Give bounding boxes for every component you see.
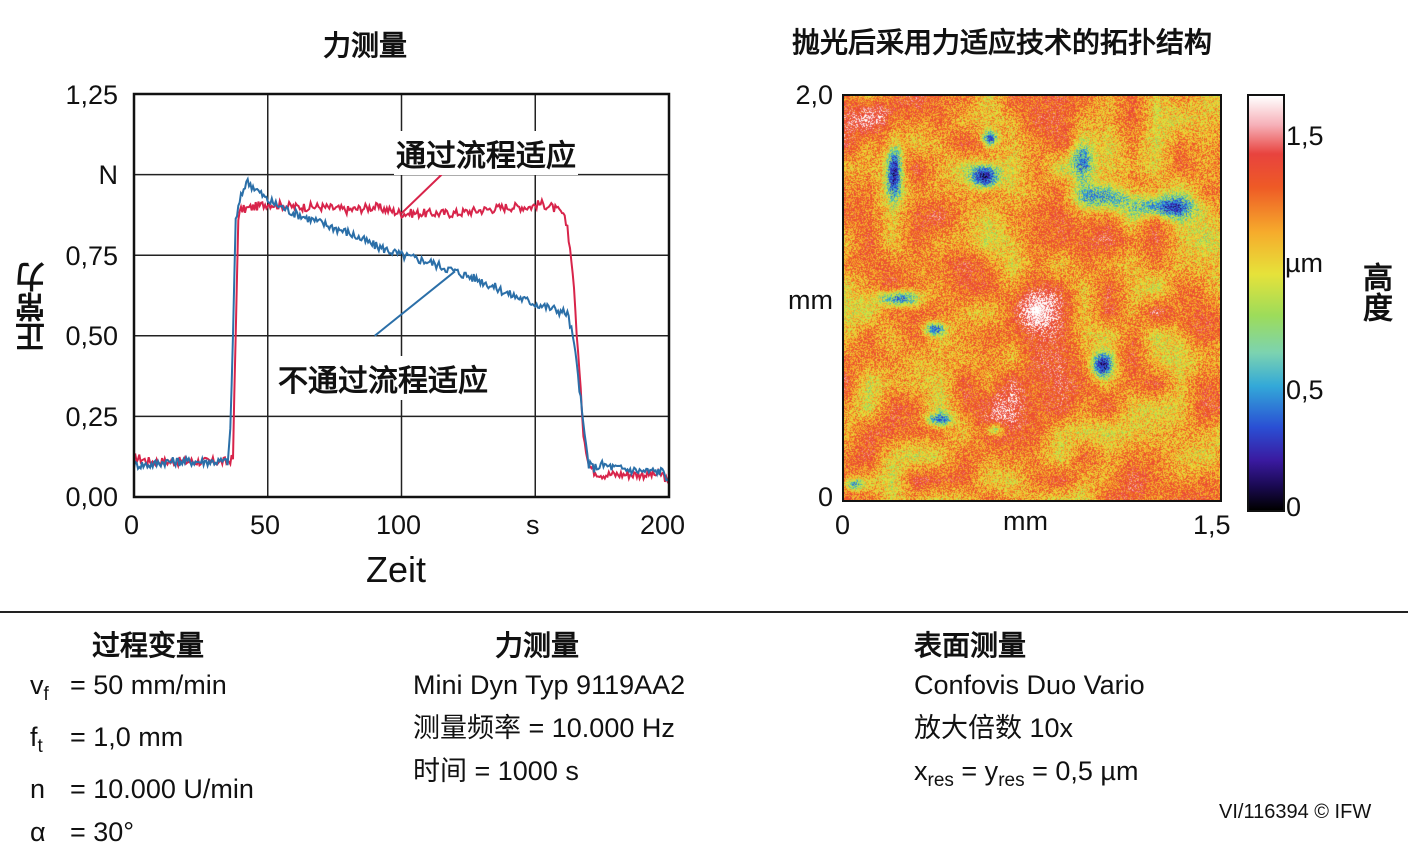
x-axis-label: Zeit — [366, 549, 427, 590]
y-tick-label: 0,50 — [65, 321, 118, 351]
colorbar-axis-label: 高度 — [1358, 262, 1391, 322]
x-tick-label: 100 — [376, 510, 422, 540]
y-tick-label: 0,00 — [65, 482, 118, 512]
surface-line-resolution: xres = yres = 0,5 µm — [914, 756, 1139, 791]
x-tick-label: 50 — [250, 510, 281, 540]
y-tick-label: 0,75 — [65, 241, 118, 271]
heatmap-y-tick-label: 0 — [817, 482, 833, 512]
y-tick-label-unit: N — [98, 160, 119, 190]
heatmap-y-axis-unit: mm — [788, 285, 833, 315]
series-line-without-adaptation — [133, 176, 670, 482]
x-tick-label-unit: s — [526, 510, 540, 540]
force-measurement-title: 力测量 — [495, 630, 580, 661]
annotation-without-adaptation: 不通过流程适应 — [276, 356, 490, 400]
process-variables-list: vf = 50 mm/min ft = 1,0 mm n = 10.000 U/min… — [30, 664, 254, 854]
topography-title: 抛光后采用力适应技术的拓扑结构 — [792, 27, 1213, 58]
heatmap-x-tick-label: 1,5 — [1193, 510, 1231, 540]
annotation-with-adaptation: 通过流程适应 — [394, 131, 578, 175]
process-variables-title: 过程变量 — [92, 630, 205, 661]
surface-measurement-list: Confovis Duo Vario 放大倍数 10x xres = yres … — [914, 664, 1145, 802]
process-line-speed: n = 10.000 U/min — [30, 774, 254, 804]
force-line-time: 时间 = 1000 s — [413, 756, 579, 786]
y-tick-label: 1,25 — [65, 80, 118, 110]
force-line-device: Mini Dyn Typ 9119AA2 — [413, 670, 686, 700]
topography-heatmap — [842, 94, 1222, 502]
colorbar — [1247, 94, 1285, 512]
heatmap-x-tick-label: 0 — [835, 510, 851, 540]
colorbar-tick-label: 0,5 — [1286, 375, 1324, 405]
x-tick-label: 0 — [124, 510, 140, 540]
annotation-leader-without-adaptation — [374, 270, 456, 337]
heatmap-y-tick-label: 2,0 — [795, 80, 833, 110]
surface-measurement-title: 表面测量 — [914, 630, 1027, 661]
y-axis-label: 正常力 — [17, 262, 50, 352]
colorbar-tick-label: 1,5 — [1286, 121, 1324, 151]
process-line-depth: ft = 1,0 mm — [30, 722, 184, 757]
force-line-frequency: 测量频率 = 10.000 Hz — [413, 713, 675, 743]
annotation-leader-with-adaptation — [400, 173, 443, 215]
heatmap-x-axis-unit: mm — [1003, 506, 1048, 536]
image-credit: VI/116394 © IFW — [1219, 801, 1372, 823]
colorbar-tick-label: 0 — [1286, 492, 1302, 522]
process-line-angle: α = 30° — [30, 817, 135, 847]
surface-line-magnification: 放大倍数 10x — [914, 713, 1074, 743]
force-chart-title: 力测量 — [323, 30, 408, 61]
surface-line-device: Confovis Duo Vario — [914, 670, 1145, 700]
colorbar-unit-label: µm — [1285, 248, 1324, 278]
process-line-feed: vf = 50 mm/min — [30, 670, 227, 705]
x-tick-label: 200 — [640, 510, 686, 540]
section-divider — [0, 611, 1408, 613]
plot-frame — [132, 92, 671, 499]
y-tick-label: 0,25 — [65, 402, 118, 432]
force-measurement-list: Mini Dyn Typ 9119AA2 测量频率 = 10.000 Hz 时间… — [413, 664, 685, 793]
